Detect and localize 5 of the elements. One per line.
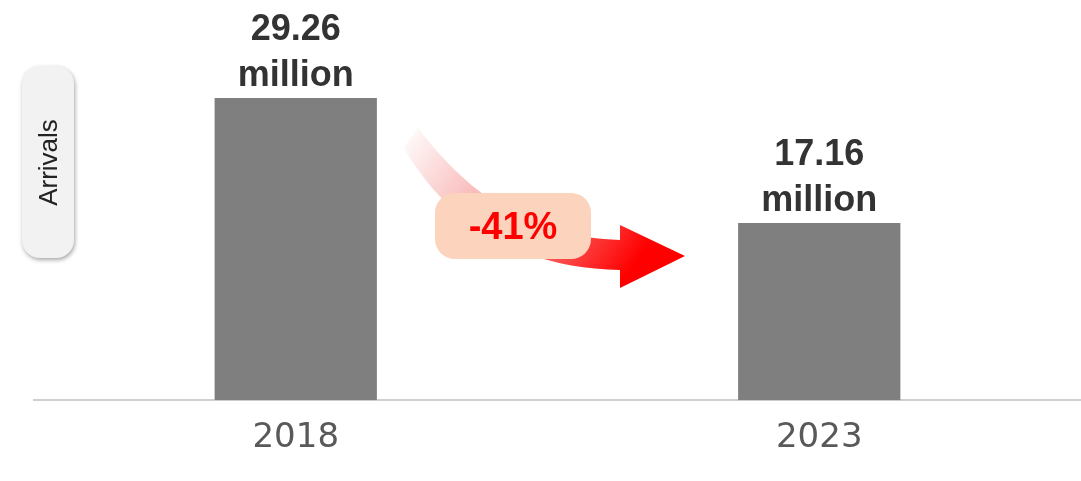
y-axis-title: Arrivals bbox=[32, 118, 64, 206]
x-tick-label: 2018 bbox=[252, 415, 340, 456]
data-label: 29.26 million bbox=[237, 7, 354, 94]
x-tick-label: 2023 bbox=[775, 415, 863, 456]
data-label: 17.16 million bbox=[761, 131, 878, 219]
